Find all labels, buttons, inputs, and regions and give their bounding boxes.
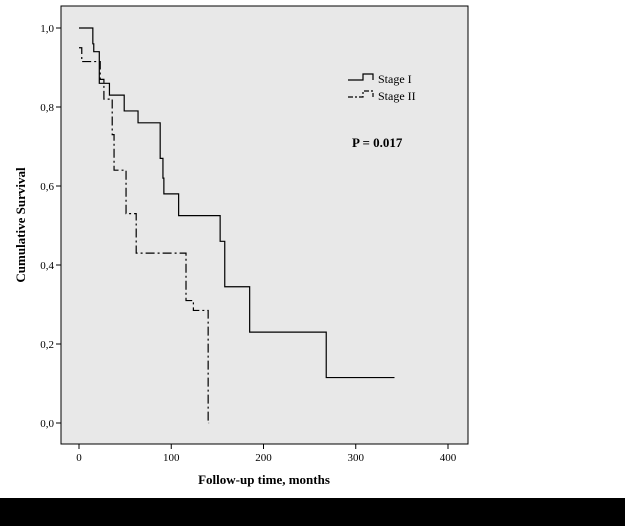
plot-area xyxy=(60,5,469,445)
x-tick-label: 400 xyxy=(440,452,457,464)
legend-label: Stage I xyxy=(378,72,412,86)
x-tick-label: 100 xyxy=(163,452,180,464)
y-tick-label: 1,0 xyxy=(40,23,54,35)
legend-symbol xyxy=(348,90,374,98)
legend: Stage I Stage II xyxy=(348,72,416,103)
x-tick-label: 200 xyxy=(255,452,272,464)
y-tick-label: 0,4 xyxy=(40,260,54,272)
legend-symbol xyxy=(348,73,374,81)
survival-chart: 0,0 0,2 0,4 0,6 0,8 1,0 0 100 200 300 400 Stage I… xyxy=(13,5,469,487)
series-layer xyxy=(79,27,395,424)
p-value-annotation: P = 0.017 xyxy=(352,135,403,150)
y-tick-label: 0,6 xyxy=(40,181,54,193)
y-axis-label: Cumulative Survival xyxy=(13,167,28,283)
y-axis: 0,0 0,2 0,4 0,6 0,8 1,0 xyxy=(40,23,61,430)
y-tick-label: 0,0 xyxy=(40,418,54,430)
legend-label: Stage II xyxy=(378,89,416,103)
x-tick-label: 0 xyxy=(76,452,82,464)
y-tick-label: 0,8 xyxy=(40,102,54,114)
series-line-stage-i xyxy=(79,27,395,379)
bottom-band xyxy=(0,498,625,526)
y-tick-label: 0,2 xyxy=(40,339,54,351)
x-tick-label: 300 xyxy=(348,452,365,464)
x-axis-label: Follow-up time, months xyxy=(198,472,330,487)
x-axis: 0 100 200 300 400 xyxy=(76,444,457,464)
